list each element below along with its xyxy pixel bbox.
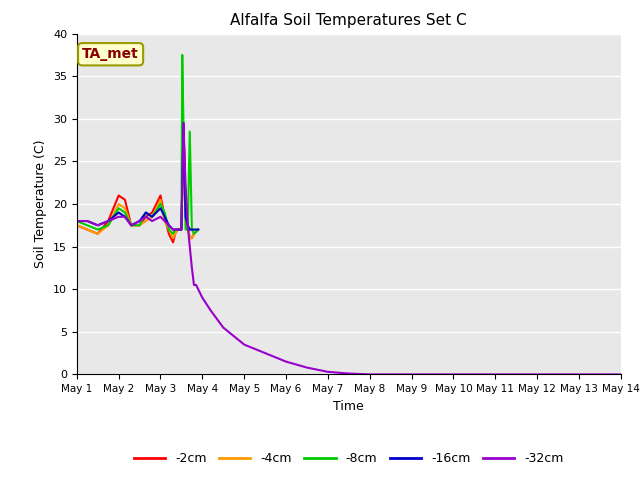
Y-axis label: Soil Temperature (C): Soil Temperature (C) bbox=[35, 140, 47, 268]
Title: Alfalfa Soil Temperatures Set C: Alfalfa Soil Temperatures Set C bbox=[230, 13, 467, 28]
X-axis label: Time: Time bbox=[333, 400, 364, 413]
Text: TA_met: TA_met bbox=[82, 47, 139, 61]
Legend: -2cm, -4cm, -8cm, -16cm, -32cm: -2cm, -4cm, -8cm, -16cm, -32cm bbox=[129, 447, 568, 470]
